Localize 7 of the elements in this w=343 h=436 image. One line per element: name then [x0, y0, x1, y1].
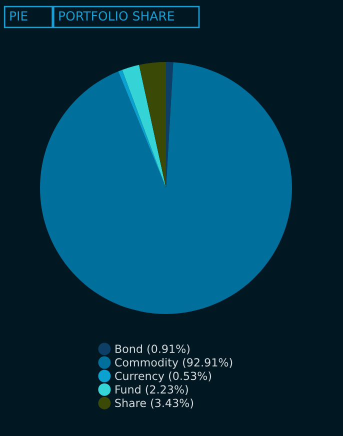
legend-label: Fund (2.23%) [116, 385, 188, 395]
text: PORTFOLIO SHARE [59, 11, 174, 21]
legend-label: Currency (0.53%) [115, 372, 212, 382]
text: PIE [10, 11, 28, 20]
legend-label: Share (3.43%) [115, 398, 194, 408]
legend-label: Commodity (92.91%) [115, 358, 232, 369]
legend-label: Bond (0.91%) [116, 344, 190, 354]
